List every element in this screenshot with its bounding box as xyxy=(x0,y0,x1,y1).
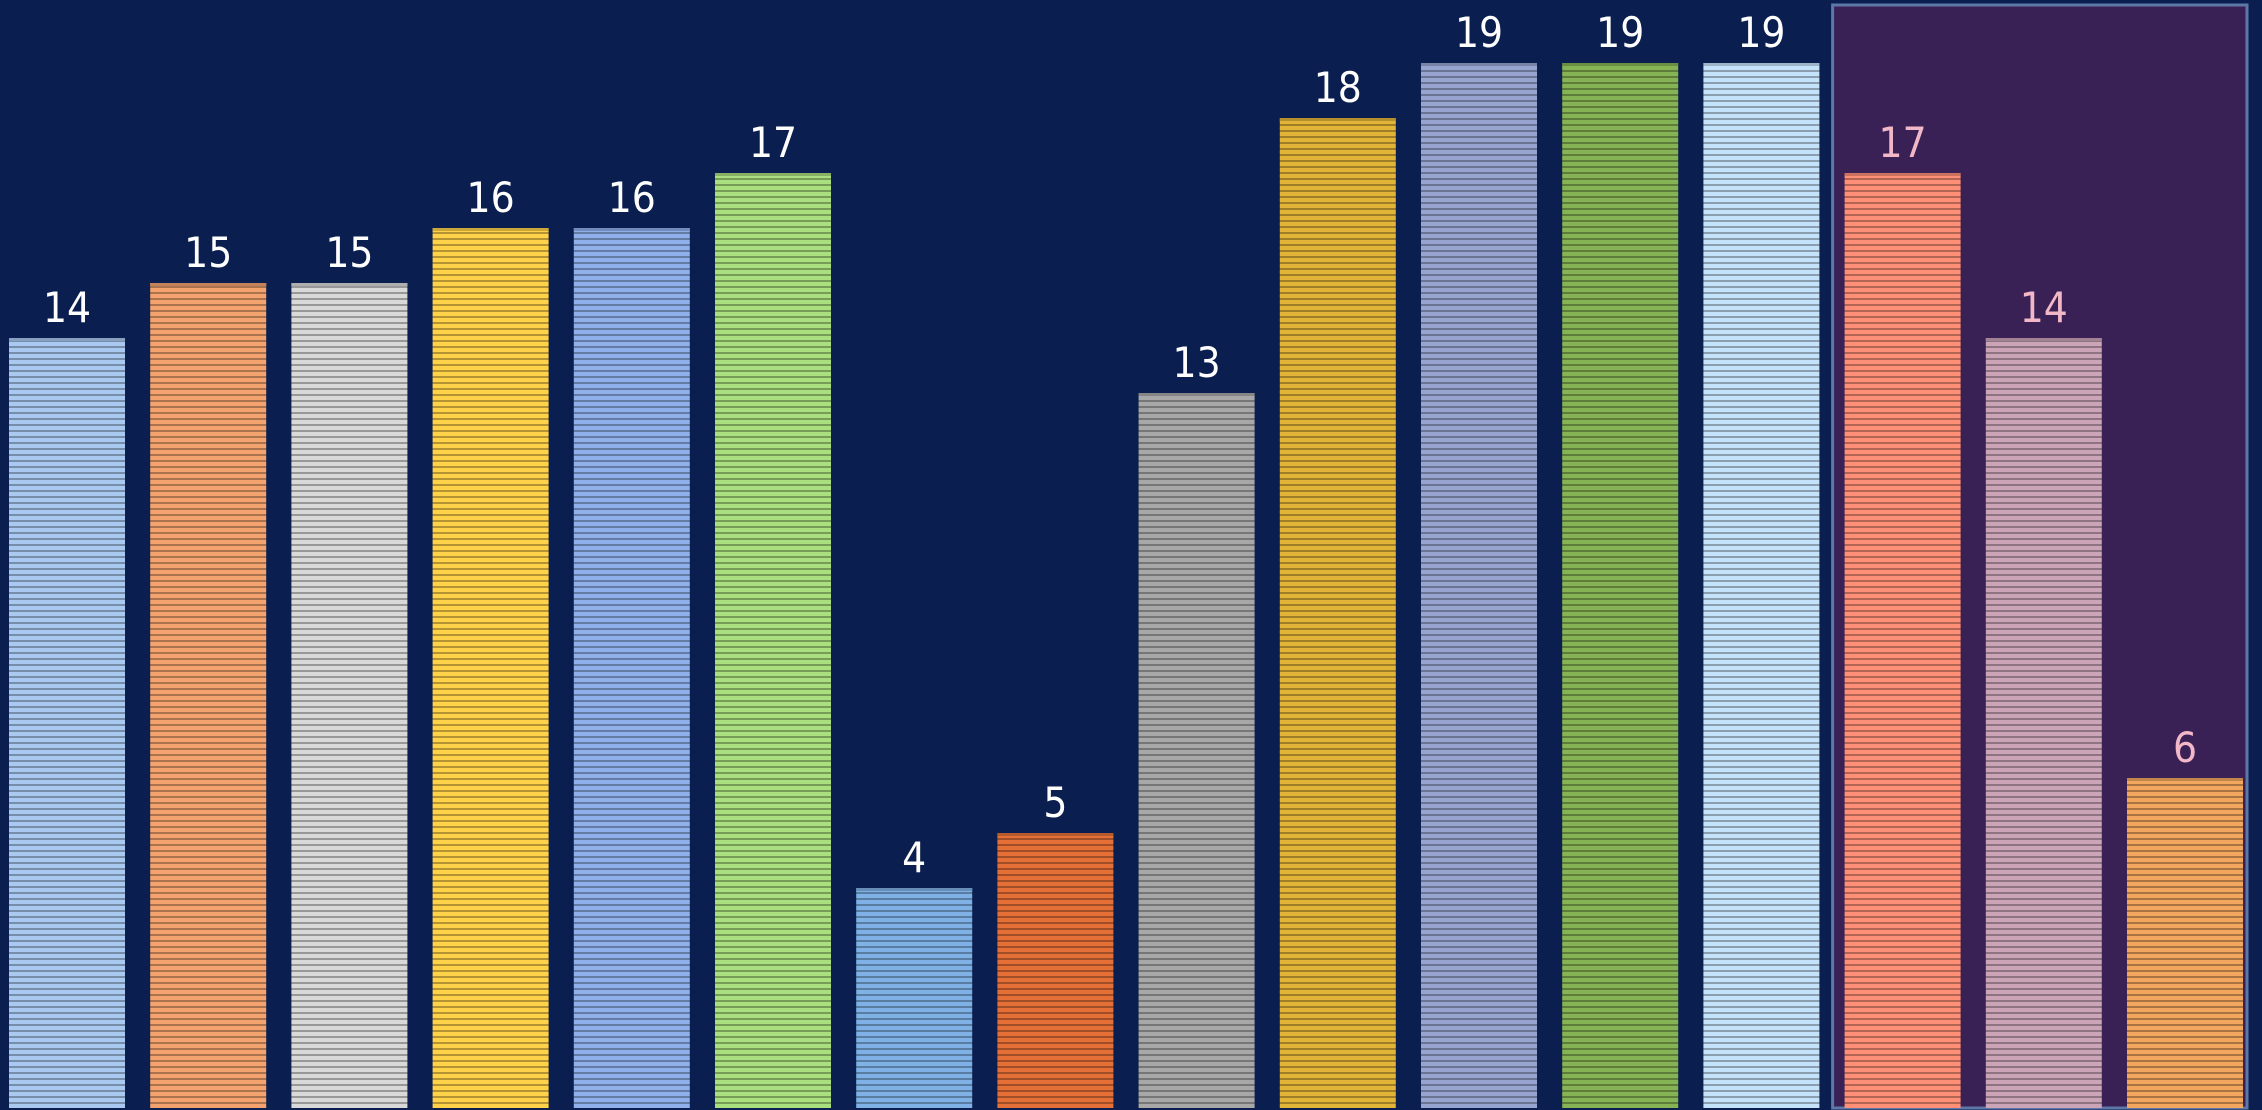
bar-13 xyxy=(1703,63,1820,1108)
value-label-5: 16 xyxy=(608,173,656,222)
value-label-2: 15 xyxy=(184,228,232,277)
value-label-11: 19 xyxy=(1455,8,1503,57)
bar-15 xyxy=(1985,338,2102,1108)
value-label-12: 19 xyxy=(1596,8,1644,57)
value-label-8: 5 xyxy=(1043,778,1067,827)
bar-7 xyxy=(856,888,973,1108)
bar-1 xyxy=(9,338,125,1108)
bar-8 xyxy=(997,833,1114,1108)
bar-cap-13 xyxy=(1703,63,1820,66)
bar-10 xyxy=(1279,118,1396,1108)
bars-layer xyxy=(9,63,2243,1108)
value-label-13: 19 xyxy=(1737,8,1785,57)
value-label-16: 6 xyxy=(2173,723,2197,772)
bar-cap-2 xyxy=(150,283,267,286)
bar-5 xyxy=(573,228,690,1108)
value-label-7: 4 xyxy=(902,833,926,882)
bar-cap-9 xyxy=(1138,393,1255,396)
bar-cap-8 xyxy=(997,833,1114,836)
value-label-10: 18 xyxy=(1314,63,1362,112)
bar-2 xyxy=(150,283,267,1108)
bar-cap-11 xyxy=(1421,63,1537,66)
bar-cap-1 xyxy=(9,338,125,341)
bar-cap-10 xyxy=(1279,118,1396,121)
bar-cap-4 xyxy=(432,228,549,231)
value-label-15: 14 xyxy=(2020,283,2068,332)
bar-cap-5 xyxy=(573,228,690,231)
value-label-3: 15 xyxy=(325,228,373,277)
bar-cap-12 xyxy=(1562,63,1679,66)
bar-cap-15 xyxy=(1985,338,2102,341)
bar-cap-3 xyxy=(291,283,408,286)
bar-6 xyxy=(715,173,831,1108)
value-label-1: 14 xyxy=(43,283,91,332)
bar-cap-6 xyxy=(715,173,831,176)
bar-9 xyxy=(1138,393,1255,1108)
bar-11 xyxy=(1421,63,1537,1108)
value-label-4: 16 xyxy=(467,173,515,222)
bar-4 xyxy=(432,228,549,1108)
bar-14 xyxy=(1844,173,1961,1108)
value-label-9: 13 xyxy=(1173,338,1221,387)
value-label-14: 17 xyxy=(1879,118,1927,167)
bar-3 xyxy=(291,283,408,1108)
value-label-6: 17 xyxy=(749,118,797,167)
bar-12 xyxy=(1562,63,1679,1108)
labels-layer: 14 15 15 16 16 17 4 5 13 18 19 19 19 17 14 6 xyxy=(43,8,2197,882)
bar-cap-7 xyxy=(856,888,973,891)
bar-cap-16 xyxy=(2127,778,2243,781)
bar-16 xyxy=(2127,778,2243,1108)
bar-cap-14 xyxy=(1844,173,1961,176)
